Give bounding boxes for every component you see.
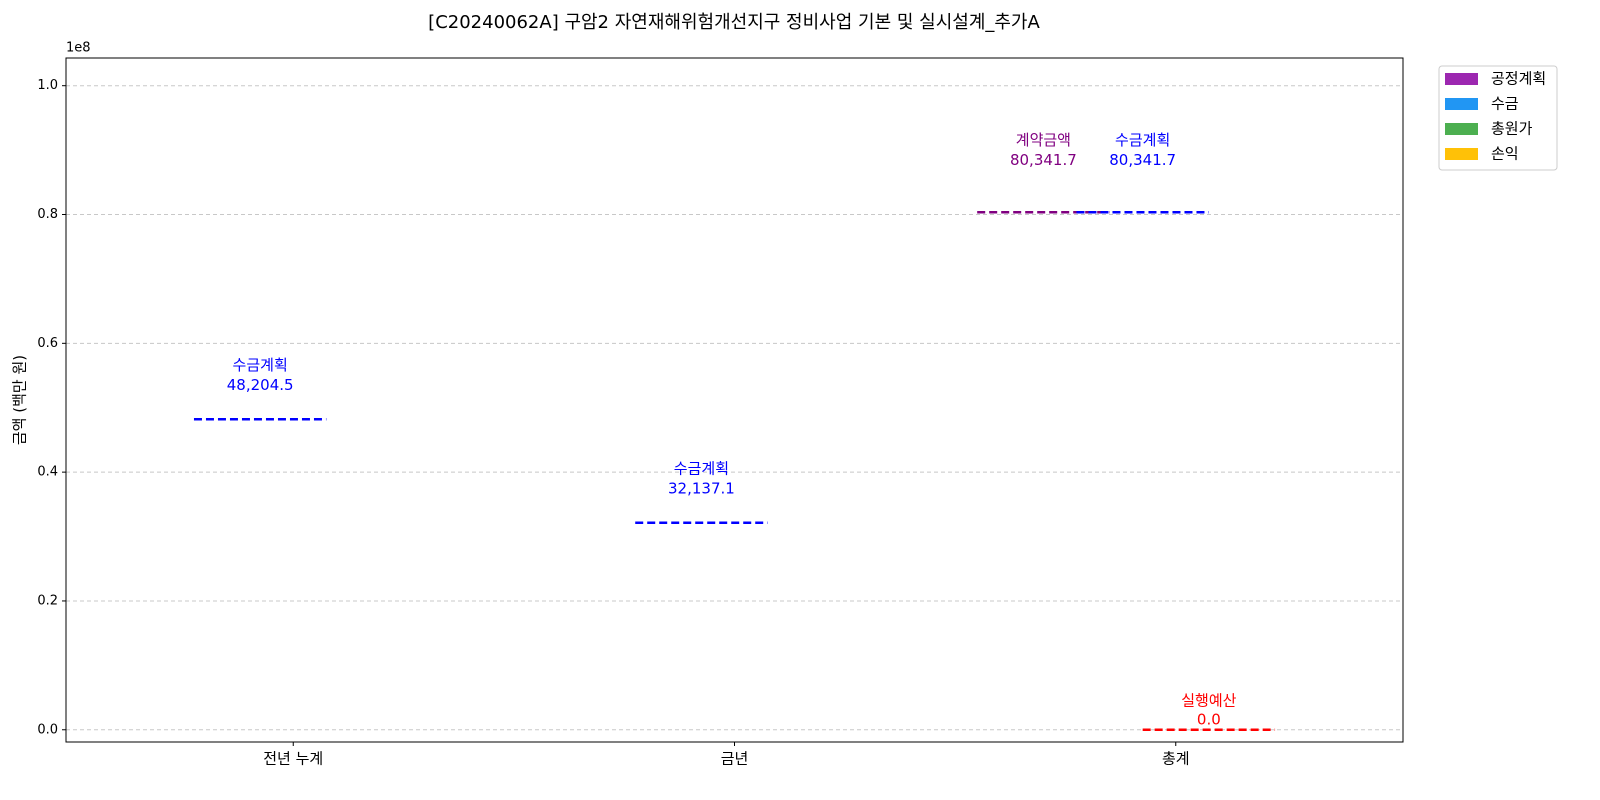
legend-swatch <box>1445 73 1478 85</box>
legend-swatch <box>1445 98 1478 110</box>
value-label: 48,204.5 <box>227 376 294 394</box>
chart-title: [C20240062A] 구암2 자연재해위험개선지구 정비사업 기본 및 실시… <box>428 12 1040 33</box>
y-axis-label: 금액 (백만 원) <box>11 355 29 445</box>
y-tick-label: 0.2 <box>37 593 58 608</box>
value-label: 0.0 <box>1197 710 1221 728</box>
line-name: 수금계획 <box>233 356 288 374</box>
y-tick-label: 0.8 <box>37 207 58 222</box>
y-tick-label: 0.6 <box>37 336 58 351</box>
x-tick-label: 전년 누계 <box>263 750 323 768</box>
line-name: 계약금액 <box>1016 131 1071 149</box>
value-label: 80,341.7 <box>1010 151 1077 169</box>
y-tick-label: 0.4 <box>37 465 58 480</box>
line-name: 수금계획 <box>1115 131 1170 149</box>
line-name: 수금계획 <box>674 459 729 477</box>
y-offset-label: 1e8 <box>66 41 91 56</box>
y-tick-label: 1.0 <box>37 78 58 93</box>
value-label: 32,137.1 <box>668 479 735 497</box>
legend-label: 수금 <box>1491 95 1519 113</box>
legend-box <box>1438 65 1558 171</box>
legend-swatch <box>1445 148 1478 160</box>
line-name: 실행예산 <box>1181 691 1236 709</box>
legend-label: 공정계획 <box>1491 70 1546 88</box>
plot-frame <box>65 57 1404 743</box>
x-tick-label: 금년 <box>721 750 749 768</box>
value-label: 80,341.7 <box>1109 151 1176 169</box>
legend-label: 손익 <box>1491 145 1519 163</box>
legend-swatch <box>1445 123 1478 135</box>
legend-label: 총원가 <box>1491 120 1533 138</box>
y-tick-label: 0.0 <box>37 722 58 737</box>
x-tick-label: 총계 <box>1162 750 1190 768</box>
